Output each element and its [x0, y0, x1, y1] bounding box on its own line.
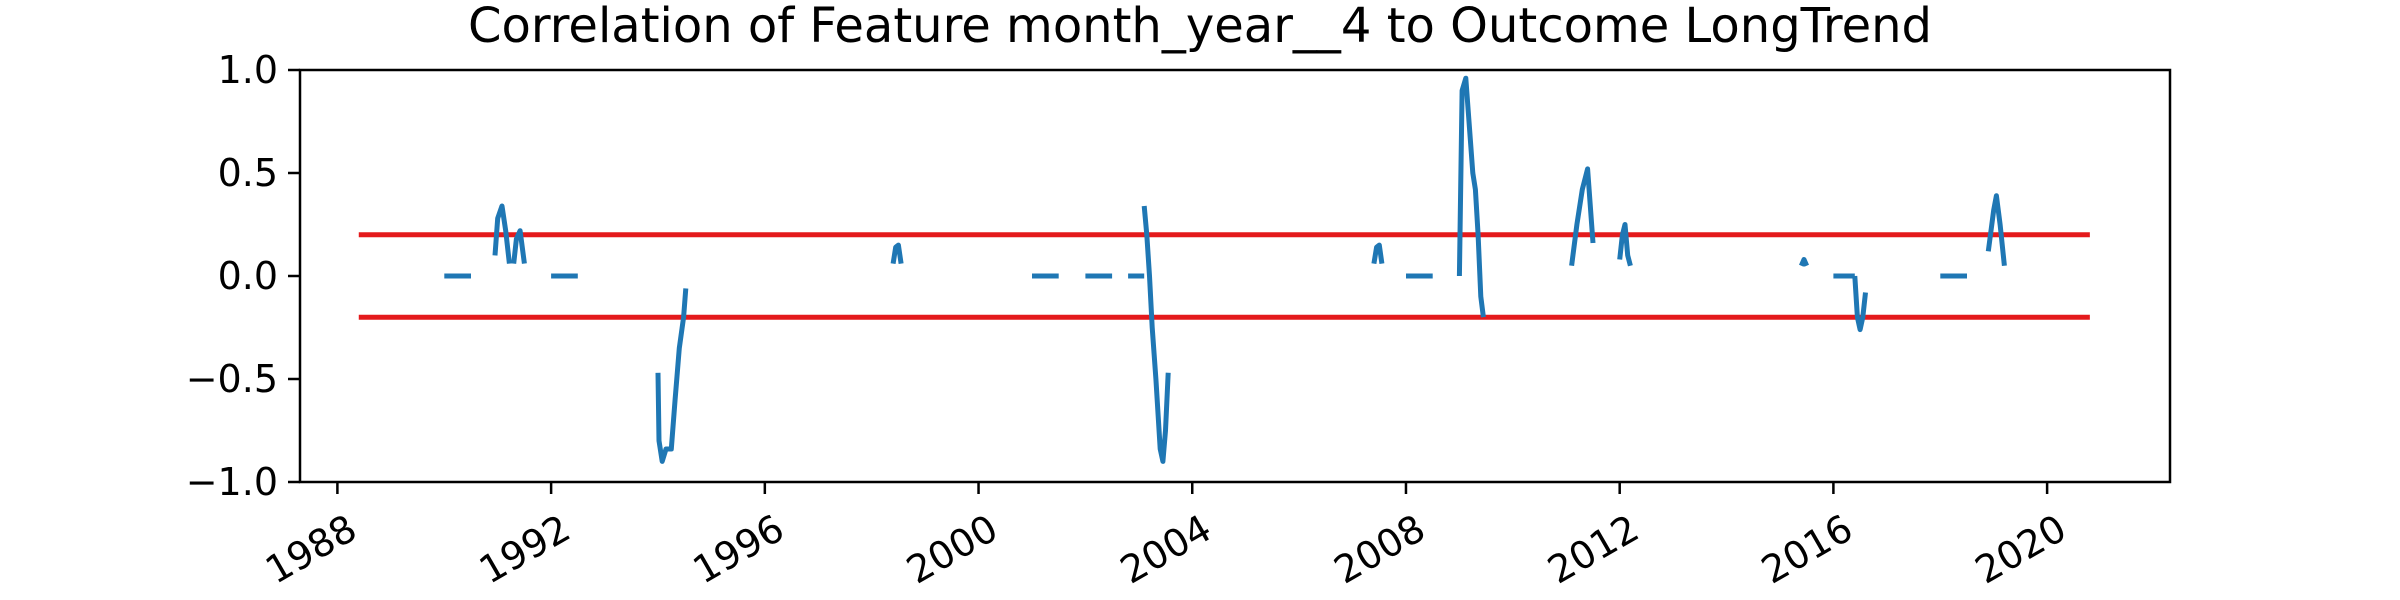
x-tick-label-1992: 1992: [472, 506, 578, 592]
y-tick-label-4: 1.0: [218, 48, 278, 92]
x-tick-label-1988: 1988: [258, 506, 364, 592]
x-tick-label-2016: 2016: [1754, 506, 1860, 592]
series-0-segment-14: [1617, 222, 1633, 267]
x-tick-label-2012: 2012: [1540, 506, 1646, 592]
y-tick-label-3: 0.5: [218, 151, 278, 195]
series-0-segment-5: [890, 242, 904, 264]
series-0-segment-15: [1799, 257, 1809, 267]
series-0-segment-12: [1456, 75, 1486, 318]
series-0-segment-1: [492, 203, 512, 264]
x-tick-label-2004: 2004: [1113, 506, 1219, 592]
plot-frame: [298, 68, 2172, 484]
series-0-segment-4: [655, 288, 689, 464]
threshold-lines: [358, 232, 2090, 320]
series-0-segment-9: [1141, 205, 1171, 464]
x-tick-label-2020: 2020: [1968, 506, 2074, 592]
series-correlation: [444, 75, 2007, 464]
y-tick-label-1: −0.5: [186, 357, 278, 401]
series-0-segment-10: [1371, 242, 1385, 265]
series-0-segment-13: [1569, 166, 1596, 267]
y-axis: −1.0 −0.5 0.0 0.5 1.0: [186, 48, 300, 504]
x-tick-label-2000: 2000: [899, 506, 1005, 592]
x-axis: 1988 1992 1996 2000 2004 2008 2012 2016 2020: [258, 482, 2074, 592]
series-0-segment-17: [1852, 275, 1868, 333]
chart-title: Correlation of Feature month_year__4 to …: [468, 0, 1932, 54]
y-tick-label-0: −1.0: [186, 460, 278, 504]
x-tick-label-1996: 1996: [686, 506, 792, 592]
y-tick-label-2: 0.0: [218, 254, 278, 298]
series-0-segment-19: [1985, 193, 2007, 266]
x-tick-label-2008: 2008: [1327, 506, 1433, 592]
series-0-segment-2: [511, 228, 527, 264]
